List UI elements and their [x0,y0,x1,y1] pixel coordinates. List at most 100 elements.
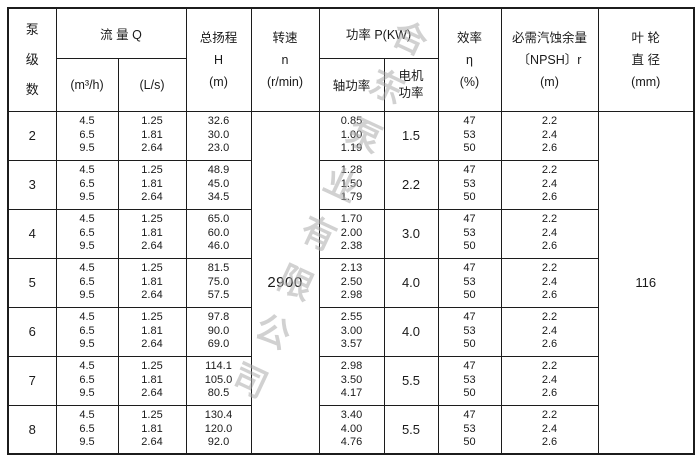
header-speed-line: 转速 [272,30,298,45]
header-motor-power: 电机 功率 [383,57,439,112]
header-stage-line: 数 [25,81,39,97]
efficiency-value: 53 [463,275,476,288]
stage-row: 7 4.5 6.5 9.5 1.25 1.81 2.64 114.1 105.0… [7,355,694,406]
impeller-diameter-value: 116 [597,110,695,455]
efficiency-value: 53 [463,128,476,141]
flow-ls-values: 1.25 1.81 2.64 [117,306,187,357]
stage-number: 8 [7,404,57,455]
efficiency-value: 47 [463,360,476,373]
efficiency-value: 47 [463,115,476,128]
efficiency-value: 50 [463,436,476,448]
total-head-value: 48.9 [207,164,230,177]
flow-ls-value: 1.81 [141,226,163,239]
flow-m3h-value: 4.5 [79,213,95,226]
npsh-value: 2.2 [541,360,558,373]
motor-power-value: 4.0 [383,257,439,308]
flow-m3h-values: 4.5 6.5 9.5 [55,110,119,161]
speed-value: 2900 [250,110,320,455]
npsh-value: 2.2 [541,164,558,177]
flow-m3h-value: 9.5 [79,142,95,155]
total-head-values: 48.9 45.0 34.5 [185,159,252,210]
total-head-values: 81.5 75.0 57.5 [185,257,252,308]
flow-ls-value: 1.25 [141,213,163,226]
flow-ls-value: 2.64 [141,436,163,448]
npsh-values: 2.2 2.4 2.6 [500,404,599,455]
header-flow-m3h: (m³/h) [55,57,119,112]
flow-ls-value: 1.25 [141,311,163,324]
flow-m3h-value: 4.5 [79,164,95,177]
flow-m3h-value: 9.5 [79,240,95,253]
flow-ls-value: 1.81 [141,324,163,337]
motor-power-value: 1.5 [383,110,439,161]
flow-m3h-value: 6.5 [79,177,95,190]
flow-m3h-value: 6.5 [79,275,95,288]
npsh-value: 2.2 [541,115,558,128]
total-head-value: 90.0 [207,324,230,337]
total-head-value: 65.0 [207,213,230,226]
header-impeller-line: 直 径 [631,52,660,67]
efficiency-values: 47 53 50 [437,355,502,406]
stage-row: 6 4.5 6.5 9.5 1.25 1.81 2.64 97.8 90.0 6… [7,306,694,357]
header-shaft-power: 轴功率 [318,57,385,112]
efficiency-values: 47 53 50 [437,306,502,357]
flow-m3h-value: 4.5 [79,409,95,421]
npsh-value: 2.6 [541,338,558,351]
shaft-power-values: 2.55 3.00 3.57 [318,306,385,357]
total-head-value: 23.0 [207,142,230,155]
stage-number: 4 [7,208,57,259]
flow-ls-values: 1.25 1.81 2.64 [117,355,187,406]
efficiency-value: 47 [463,311,476,324]
stage-row: 8 4.5 6.5 9.5 1.25 1.81 2.64 130.4 120.0… [7,404,694,455]
efficiency-values: 47 53 50 [437,159,502,210]
header-total-head: 总扬程 H (m) [185,7,252,112]
header-total-head-line: (m) [209,74,228,89]
shaft-power-value: 2.38 [340,240,363,253]
total-head-values: 32.6 30.0 23.0 [185,110,252,161]
shaft-power-value: 1.70 [340,213,363,226]
header-npsh-line: 必需汽蚀余量 [511,30,587,45]
flow-m3h-value: 9.5 [79,289,95,302]
shaft-power-value: 4.00 [340,422,363,435]
flow-ls-values: 1.25 1.81 2.64 [117,208,187,259]
efficiency-values: 47 53 50 [437,208,502,259]
flow-ls-value: 2.64 [141,289,163,302]
header-stage-line: 级 [25,51,39,67]
flow-m3h-values: 4.5 6.5 9.5 [55,257,119,308]
npsh-value: 2.6 [541,289,558,302]
shaft-power-value: 3.40 [340,409,363,421]
header-efficiency-line: η [466,52,473,67]
efficiency-value: 50 [463,338,476,351]
flow-m3h-values: 4.5 6.5 9.5 [55,306,119,357]
npsh-value: 2.4 [541,128,558,141]
motor-power-value: 3.0 [383,208,439,259]
flow-ls-values: 1.25 1.81 2.64 [117,110,187,161]
total-head-values: 65.0 60.0 46.0 [185,208,252,259]
flow-m3h-value: 4.5 [79,115,95,128]
flow-m3h-value: 6.5 [79,422,95,435]
flow-ls-value: 1.25 [141,360,163,373]
shaft-power-value: 2.98 [340,289,363,302]
npsh-value: 2.6 [541,436,558,448]
shaft-power-value: 1.00 [340,128,363,141]
header-row-1: 泵 级 数 流 量 Q 总扬程 H (m) 转速 n (r/min) 功率 P(… [7,7,695,112]
total-head-value: 60.0 [207,226,230,239]
flow-m3h-values: 4.5 6.5 9.5 [55,159,119,210]
efficiency-value: 50 [463,240,476,253]
flow-ls-value: 1.25 [141,164,163,177]
motor-power-value: 5.5 [383,404,439,455]
flow-m3h-value: 6.5 [79,373,95,386]
npsh-value: 2.4 [541,373,558,386]
flow-m3h-values: 4.5 6.5 9.5 [55,404,119,455]
efficiency-value: 53 [463,422,476,435]
header-impeller-line: (mm) [631,74,661,89]
header-flow-ls: (L/s) [117,57,187,112]
flow-ls-value: 2.64 [141,240,163,253]
shaft-power-value: 2.98 [340,360,363,373]
npsh-value: 2.4 [541,275,558,288]
flow-ls-value: 2.64 [141,387,163,400]
shaft-power-values: 2.13 2.50 2.98 [318,257,385,308]
shaft-power-value: 2.50 [340,275,363,288]
total-head-value: 75.0 [207,275,230,288]
table-body: 2 4.5 6.5 9.5 1.25 1.81 2.64 32.6 30.0 2… [7,110,695,455]
